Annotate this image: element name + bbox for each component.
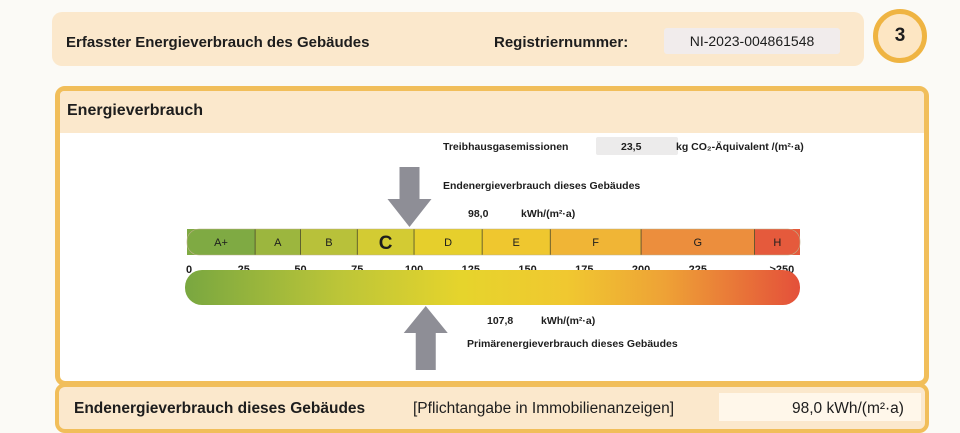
footer-note: [Pflichtangabe in Immobilienanzeigen]	[413, 400, 675, 417]
class-label-g: G	[694, 237, 703, 249]
final-energy-label: Endenergieverbrauch dieses Gebäudes	[443, 180, 641, 192]
class-segment-a	[255, 229, 301, 255]
energy-class-bar: A+ A B C D E F G H	[186, 228, 801, 256]
class-segment-g	[641, 229, 755, 255]
tick-label: 0	[186, 264, 192, 276]
class-label-a: A	[274, 237, 282, 249]
final-energy-unit: kWh/(m²·a)	[521, 208, 576, 220]
class-label-a-plus: A+	[214, 237, 228, 249]
primary-energy-unit: kWh/(m²·a)	[541, 315, 596, 327]
class-segment-e	[482, 229, 551, 255]
primary-energy-value: 107,8	[487, 315, 514, 327]
header-title: Erfasster Energieverbrauch des Gebäudes	[66, 34, 370, 51]
emissions-value-box	[596, 137, 678, 155]
registration-number: NI-2023-004861548	[664, 28, 840, 54]
final-energy-arrow	[387, 167, 432, 227]
page-number-badge: 3	[873, 9, 927, 63]
final-energy-value: 98,0	[468, 208, 489, 220]
emissions-value: 23,5	[621, 141, 642, 153]
class-segment-f	[550, 229, 642, 255]
class-label-d: D	[444, 237, 452, 249]
class-segment-h	[754, 229, 800, 255]
section-header: Energieverbrauch	[60, 91, 924, 133]
section-title: Energieverbrauch	[67, 102, 204, 119]
class-segment-d	[414, 229, 483, 255]
class-label-h: H	[773, 237, 781, 249]
footer-bar: Endenergieverbrauch dieses Gebäudes [Pfl…	[55, 383, 929, 433]
class-label-c: C	[379, 233, 393, 254]
primary-energy-label: Primärenergieverbrauch dieses Gebäudes	[467, 338, 678, 350]
class-bar-outline	[186, 228, 801, 256]
header-bar: Erfasster Energieverbrauch des Gebäudes …	[52, 12, 864, 66]
footer-value-box	[719, 393, 921, 421]
footer-title: Endenergieverbrauch dieses Gebäudes	[74, 400, 366, 417]
class-segment-a-plus	[187, 229, 256, 255]
class-segment-c	[357, 229, 415, 255]
registration-label: Registriernummer:	[494, 34, 629, 51]
footer-value: 98,0 kWh/(m²·a)	[792, 400, 904, 417]
primary-energy-gradient-band	[185, 270, 800, 305]
class-label-e: E	[513, 237, 520, 249]
class-segment-b	[300, 229, 358, 255]
primary-energy-arrow	[403, 306, 448, 370]
emissions-label: Treibhausgasemissionen	[443, 141, 569, 153]
emissions-unit: kg CO₂-Äquivalent /(m²·a)	[676, 141, 804, 153]
class-label-b: B	[325, 237, 332, 249]
class-label-f: F	[592, 237, 599, 249]
